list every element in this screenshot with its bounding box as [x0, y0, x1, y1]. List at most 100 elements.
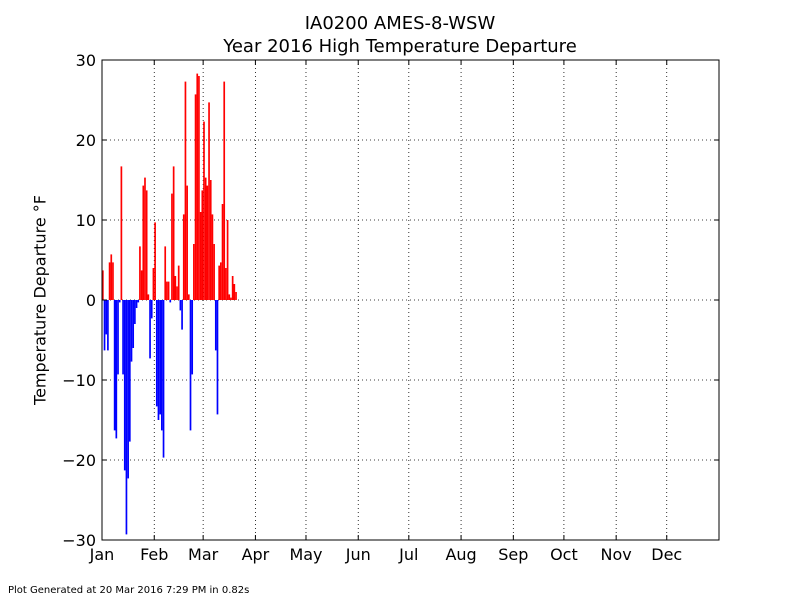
y-tick-label: 20: [76, 131, 96, 150]
departure-bar: [201, 190, 204, 300]
departure-bar: [120, 166, 123, 300]
x-tick-label: Mar: [188, 545, 219, 564]
departure-bar: [213, 244, 215, 300]
departure-bar: [199, 212, 202, 300]
departure-bar: [221, 204, 224, 300]
departure-bar: [102, 270, 104, 300]
departure-bar: [194, 94, 197, 301]
footer-text: Plot Generated at 20 Mar 2016 7:29 PM in…: [8, 585, 250, 596]
departure-bar: [193, 244, 195, 300]
departure-bar: [203, 121, 205, 300]
departure-bar: [154, 222, 156, 300]
departure-bar: [172, 166, 175, 300]
departure-bar: [230, 297, 232, 300]
axis-ticks: −30 −20 −10 0 10 20 30 Jan Feb Mar Apr May Jun Jul Aug…: [62, 51, 719, 564]
departure-bar: [108, 262, 111, 300]
departure-bar: [127, 300, 129, 479]
departure-bar: [159, 300, 162, 415]
departure-bar: [142, 185, 145, 300]
departure-bar: [147, 294, 150, 300]
x-tick-label: Jul: [398, 545, 418, 564]
x-tick-label: Jan: [89, 545, 115, 564]
departure-bar: [177, 265, 180, 300]
departure-bar: [152, 268, 155, 300]
departure-bar: [198, 76, 200, 300]
departure-bar: [155, 300, 158, 407]
x-tick-label: Oct: [550, 545, 578, 564]
grid-lines: [102, 60, 719, 540]
departure-bar: [132, 300, 135, 348]
departure-bar: [181, 300, 183, 330]
departure-bar: [231, 276, 234, 300]
departure-bar: [162, 300, 165, 458]
departure-bar: [150, 300, 153, 319]
departure-bar: [137, 300, 140, 303]
departure-bar: [164, 246, 167, 300]
departure-bar: [206, 185, 209, 300]
departure-bar: [166, 281, 168, 300]
x-tick-label: Feb: [140, 545, 168, 564]
departure-bar: [225, 268, 227, 300]
chart-subtitle: Year 2016 High Temperature Departure: [223, 36, 577, 57]
departure-bar: [179, 300, 182, 311]
departure-bar: [103, 300, 106, 351]
x-tick-label: May: [289, 545, 322, 564]
departure-bar: [112, 262, 114, 300]
departure-bar: [118, 300, 121, 303]
departure-bar: [191, 300, 194, 375]
departure-bar: [123, 300, 126, 471]
x-tick-label: Aug: [445, 545, 476, 564]
departure-bar: [105, 300, 108, 335]
departure-bar: [223, 81, 226, 300]
departure-bar: [135, 300, 138, 308]
departure-bar: [115, 300, 118, 439]
departure-bar: [140, 270, 143, 300]
departure-bar: [220, 262, 222, 300]
departure-bar: [171, 193, 173, 300]
departure-bar: [157, 300, 160, 420]
departure-bar: [167, 281, 170, 300]
departure-bar: [186, 185, 188, 300]
departure-bar: [149, 300, 151, 359]
y-tick-label: 30: [76, 51, 96, 70]
x-tick-label: Nov: [601, 545, 632, 564]
departure-bar: [211, 214, 214, 300]
departure-bar: [161, 300, 163, 431]
departure-bar: [233, 284, 236, 300]
departure-bar: [145, 190, 148, 300]
departure-bar: [189, 300, 192, 431]
y-tick-label: −30: [62, 531, 96, 550]
departure-bar: [122, 300, 124, 375]
y-tick-label: −10: [62, 371, 96, 390]
departure-bar: [184, 81, 187, 300]
departure-bar: [214, 300, 217, 351]
departure-bar: [134, 300, 136, 324]
y-tick-label: 0: [86, 291, 96, 310]
departure-bar: [226, 220, 229, 300]
departure-bar: [187, 294, 190, 300]
x-tick-label: Dec: [651, 545, 682, 564]
departure-bar: [113, 300, 116, 431]
x-tick-label: Sep: [498, 545, 528, 564]
departure-bar: [117, 300, 119, 375]
departure-bar: [182, 214, 185, 300]
departure-bar: [125, 300, 128, 535]
x-tick-label: Jun: [345, 545, 371, 564]
y-tick-label: −20: [62, 451, 96, 470]
departure-bar: [216, 300, 219, 415]
y-tick-label: 10: [76, 211, 96, 230]
departure-bar: [107, 300, 109, 351]
bars: [102, 73, 237, 535]
departure-bar: [196, 73, 199, 300]
departure-bar: [110, 254, 113, 300]
departure-bar: [174, 276, 177, 300]
x-tick-label: Apr: [242, 545, 270, 564]
departure-bar: [128, 300, 131, 442]
departure-bar: [144, 177, 146, 300]
departure-bar: [176, 286, 178, 300]
departure-bar: [228, 294, 231, 300]
departure-bar: [235, 292, 237, 300]
departure-bar: [208, 102, 210, 301]
